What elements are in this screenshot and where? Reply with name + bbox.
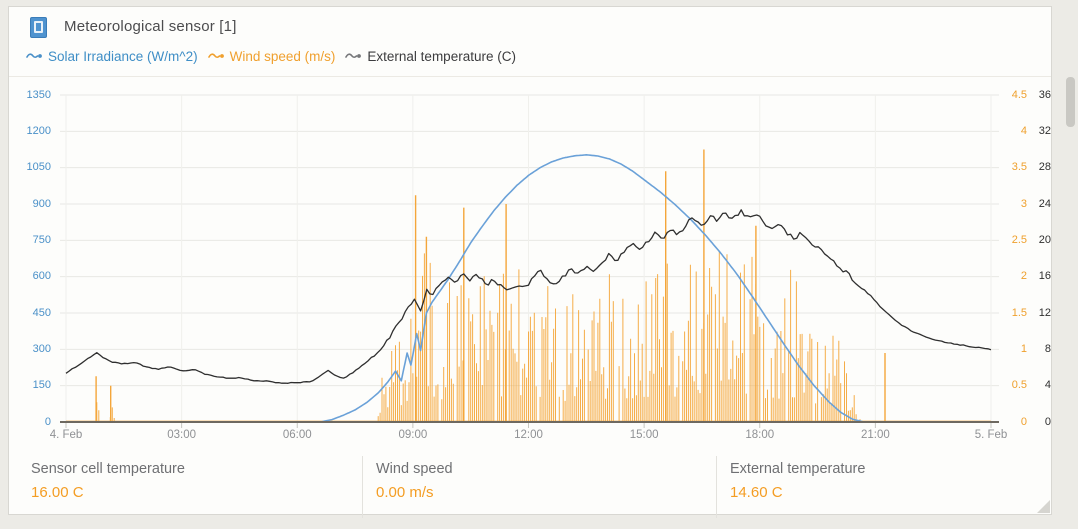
y-axis-label-temp: 8 bbox=[1044, 342, 1051, 355]
legend-label-wind: Wind speed (m/s) bbox=[229, 49, 336, 64]
y-axis-label-solar: 1350 bbox=[26, 88, 51, 101]
stats-divider bbox=[362, 456, 363, 518]
chart-legend: Solar Irradiance (W/m^2) Wind speed (m/s… bbox=[26, 49, 526, 64]
y-axis-label-solar: 750 bbox=[32, 233, 51, 246]
y-axis-label-solar: 1050 bbox=[26, 161, 51, 174]
sensor-device-icon bbox=[30, 17, 47, 38]
sensor-widget-card: Meteorological sensor [1] Solar Irradian… bbox=[8, 6, 1053, 518]
y-axis-label-wind: 0 bbox=[1020, 415, 1027, 428]
legend-item-solar-irradiance[interactable]: Solar Irradiance (W/m^2) bbox=[26, 49, 198, 64]
chart-plot-area bbox=[60, 94, 999, 428]
y-axis-label-solar: 450 bbox=[32, 306, 51, 319]
y-axis-label-solar: 1200 bbox=[26, 124, 51, 137]
y-axis-label-temp: 24 bbox=[1038, 197, 1051, 210]
widget-header: Meteorological sensor [1] Solar Irradian… bbox=[9, 7, 1051, 77]
sensor-device-icon-glyph bbox=[34, 21, 43, 33]
y-axis-label-temp: 0 bbox=[1044, 415, 1051, 428]
stat-wind-speed: Wind speed 0.00 m/s bbox=[376, 461, 453, 501]
stat-label: External temperature bbox=[730, 461, 866, 477]
current-values-row: Sensor cell temperature 16.00 C Wind spe… bbox=[9, 455, 1051, 521]
y-axis-label-wind: 1 bbox=[1020, 342, 1027, 355]
legend-item-wind-speed[interactable]: Wind speed (m/s) bbox=[207, 49, 336, 64]
y-axis-label-solar: 900 bbox=[32, 197, 51, 210]
stat-label: Wind speed bbox=[376, 461, 453, 477]
x-axis-label: 12:00 bbox=[514, 429, 543, 441]
x-axis-label: 15:00 bbox=[629, 429, 659, 441]
x-axis-label: 03:00 bbox=[167, 429, 197, 441]
y-axis-label-temp: 28 bbox=[1038, 161, 1051, 174]
widget-title: Meteorological sensor [1] bbox=[64, 18, 237, 35]
wind-series-line-icon bbox=[207, 49, 225, 64]
x-axis-label: 09:00 bbox=[398, 429, 428, 441]
y-axis-label-wind: 4.5 bbox=[1011, 88, 1027, 101]
legend-label-temp: External temperature (C) bbox=[367, 49, 516, 64]
stat-external-temperature: External temperature 14.60 C bbox=[730, 461, 865, 501]
scrollbar-thumb[interactable] bbox=[1066, 77, 1075, 127]
y-axis-label-temp: 12 bbox=[1038, 306, 1051, 319]
stat-value: 16.00 C bbox=[31, 484, 84, 501]
stat-label: Sensor cell temperature bbox=[31, 461, 185, 477]
stats-divider bbox=[716, 456, 717, 518]
y-axis-label-solar: 300 bbox=[32, 342, 51, 355]
y-axis-label-temp: 20 bbox=[1038, 233, 1051, 246]
y-axis-label-wind: 2.5 bbox=[1011, 233, 1027, 246]
stat-sensor-cell-temperature: Sensor cell temperature 16.00 C bbox=[31, 461, 185, 501]
x-axis-label: 21:00 bbox=[860, 429, 890, 441]
timeseries-chart: 0 150 300 450 600 750 900 1050 1200 1350 0 0.5 1 1.5 2… bbox=[9, 87, 1053, 453]
stat-value: 0.00 m/s bbox=[376, 484, 434, 501]
legend-item-external-temperature[interactable]: External temperature (C) bbox=[345, 49, 516, 64]
page-scrollbar[interactable] bbox=[1065, 0, 1076, 529]
temp-series-line-icon bbox=[345, 49, 362, 64]
y-axis-label-temp: 32 bbox=[1038, 124, 1051, 137]
widget-resize-handle[interactable] bbox=[1037, 500, 1050, 513]
y-axis-label-wind: 4 bbox=[1020, 124, 1027, 137]
stat-value: 14.60 C bbox=[730, 484, 783, 501]
x-axis-label: 4. Feb bbox=[49, 429, 83, 441]
y-axis-label-solar: 150 bbox=[32, 379, 51, 392]
y-axis-label-wind: 0.5 bbox=[1011, 379, 1027, 392]
y-axis-label-temp: 16 bbox=[1038, 270, 1051, 283]
y-axis-label-wind: 3 bbox=[1020, 197, 1027, 210]
y-axis-label-solar: 0 bbox=[44, 415, 51, 428]
x-axis-label: 06:00 bbox=[282, 429, 312, 441]
y-axis-label-temp: 36 bbox=[1038, 88, 1051, 101]
y-axis-label-wind: 3.5 bbox=[1011, 161, 1027, 174]
y-axis-label-wind: 1.5 bbox=[1011, 306, 1027, 319]
solar-series-line-icon bbox=[26, 49, 43, 64]
x-axis-label: 18:00 bbox=[745, 429, 775, 441]
x-axis-label: 5. Feb bbox=[974, 429, 1008, 441]
y-axis-label-solar: 600 bbox=[32, 270, 51, 283]
y-axis-label-temp: 4 bbox=[1044, 379, 1051, 392]
y-axis-label-wind: 2 bbox=[1020, 270, 1027, 283]
legend-label-solar: Solar Irradiance (W/m^2) bbox=[48, 49, 198, 64]
